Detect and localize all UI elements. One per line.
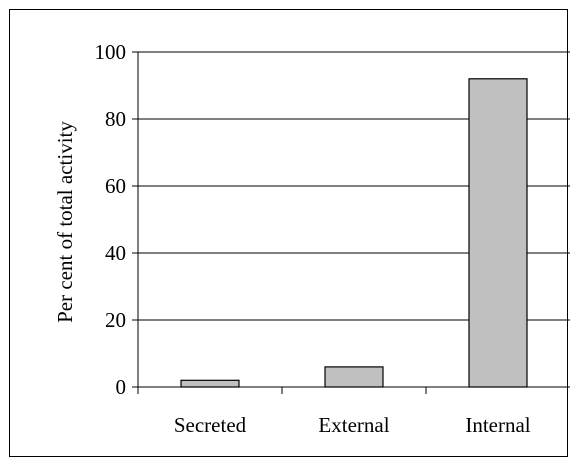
y-tick-label: 100 bbox=[95, 40, 127, 64]
x-tick-label: Internal bbox=[465, 413, 530, 437]
bar-internal bbox=[468, 78, 528, 388]
bars bbox=[180, 78, 528, 388]
y-tick-label: 20 bbox=[105, 308, 126, 332]
bar-secreted bbox=[180, 379, 240, 388]
axes: 0 20 40 60 80 100 Secreted External Internal bbox=[95, 40, 570, 437]
y-tick-label: 60 bbox=[105, 174, 126, 198]
x-tick-label: External bbox=[318, 413, 389, 437]
y-tick-label: 0 bbox=[116, 375, 127, 399]
bar-external bbox=[324, 366, 384, 388]
y-axis-label: Per cent of total activity bbox=[53, 121, 77, 323]
y-tick-label: 40 bbox=[105, 241, 126, 265]
y-tick-label: 80 bbox=[105, 107, 126, 131]
x-tick-label: Secreted bbox=[174, 413, 247, 437]
